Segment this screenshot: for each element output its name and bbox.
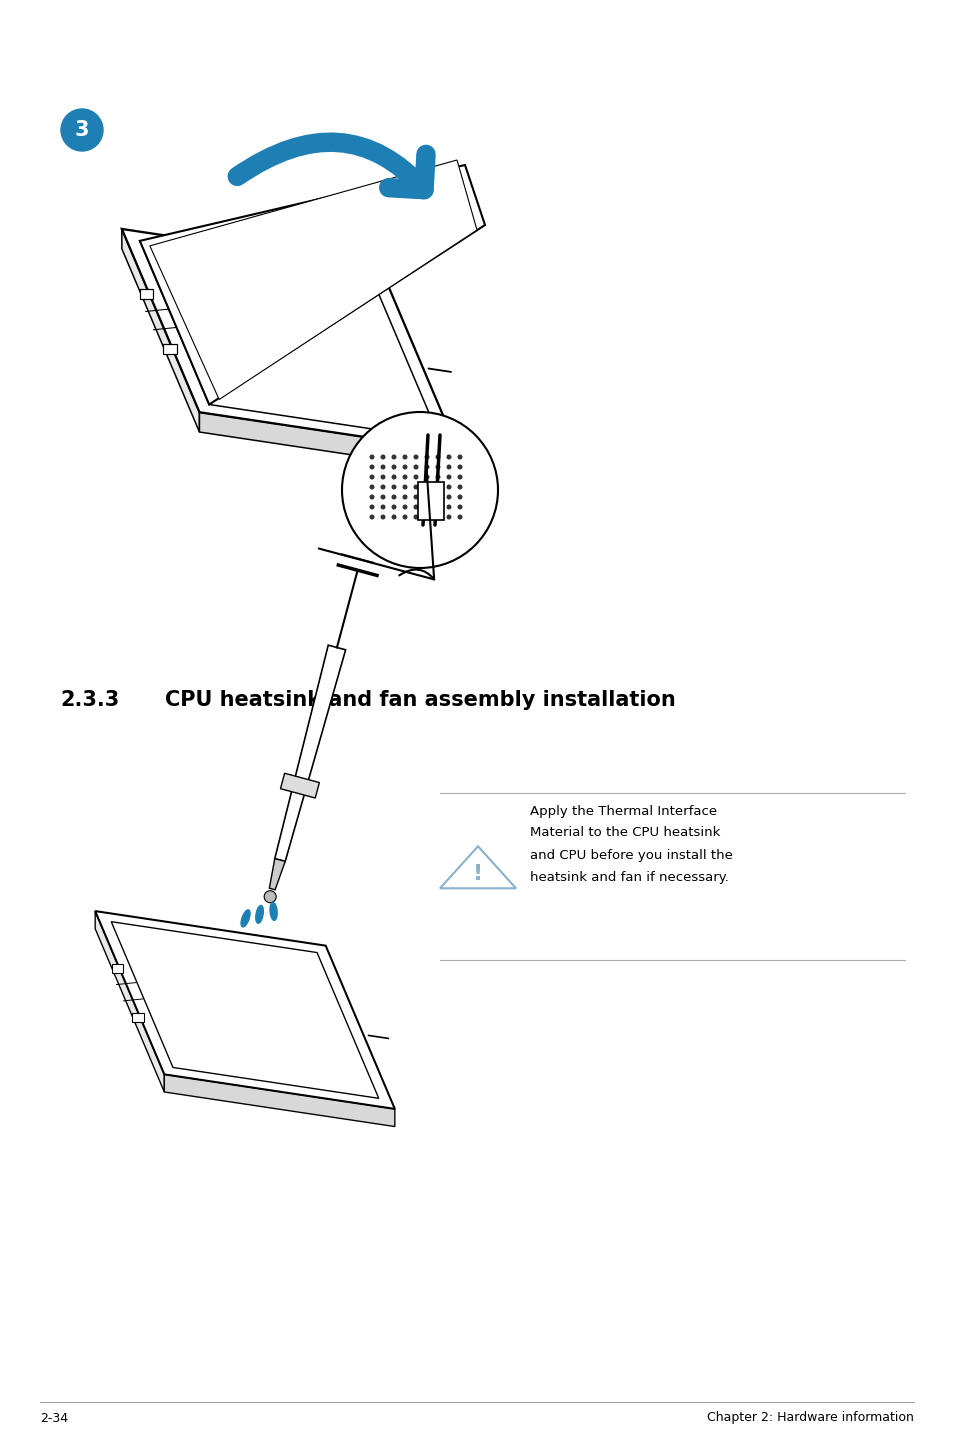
Circle shape <box>61 109 103 151</box>
Circle shape <box>370 475 374 479</box>
Circle shape <box>370 485 374 489</box>
Circle shape <box>403 466 406 469</box>
Circle shape <box>370 515 374 519</box>
Bar <box>132 1014 144 1022</box>
Circle shape <box>425 505 428 509</box>
Polygon shape <box>269 858 285 890</box>
Circle shape <box>447 495 451 499</box>
Text: heatsink and fan if necessary.: heatsink and fan if necessary. <box>530 870 728 883</box>
Circle shape <box>436 495 439 499</box>
Circle shape <box>264 890 275 903</box>
Circle shape <box>457 495 461 499</box>
Ellipse shape <box>255 906 263 923</box>
Polygon shape <box>280 774 319 798</box>
Circle shape <box>370 495 374 499</box>
Circle shape <box>381 466 384 469</box>
Circle shape <box>381 505 384 509</box>
Circle shape <box>425 475 428 479</box>
Circle shape <box>392 466 395 469</box>
Circle shape <box>457 466 461 469</box>
Bar <box>112 965 123 974</box>
Polygon shape <box>122 229 457 452</box>
Circle shape <box>425 456 428 459</box>
Circle shape <box>414 515 417 519</box>
Circle shape <box>447 466 451 469</box>
Bar <box>140 289 153 299</box>
Circle shape <box>392 475 395 479</box>
Circle shape <box>403 475 406 479</box>
Polygon shape <box>122 229 199 431</box>
Polygon shape <box>199 413 457 470</box>
Circle shape <box>447 515 451 519</box>
FancyArrowPatch shape <box>237 142 426 190</box>
Circle shape <box>425 495 428 499</box>
Circle shape <box>370 466 374 469</box>
Circle shape <box>414 505 417 509</box>
Circle shape <box>381 515 384 519</box>
Circle shape <box>381 475 384 479</box>
Circle shape <box>403 505 406 509</box>
Circle shape <box>341 413 497 568</box>
Circle shape <box>436 475 439 479</box>
Circle shape <box>414 456 417 459</box>
Text: 2-34: 2-34 <box>40 1412 68 1425</box>
Circle shape <box>436 515 439 519</box>
Polygon shape <box>140 240 439 439</box>
Polygon shape <box>439 847 516 889</box>
Circle shape <box>392 485 395 489</box>
Circle shape <box>392 515 395 519</box>
Circle shape <box>436 466 439 469</box>
Circle shape <box>392 456 395 459</box>
Ellipse shape <box>270 903 277 920</box>
Circle shape <box>392 495 395 499</box>
Polygon shape <box>274 646 345 861</box>
Bar <box>163 344 176 354</box>
Text: 3: 3 <box>74 119 90 139</box>
Circle shape <box>457 515 461 519</box>
Circle shape <box>414 466 417 469</box>
Polygon shape <box>95 912 164 1091</box>
Circle shape <box>436 456 439 459</box>
Polygon shape <box>140 165 484 404</box>
Circle shape <box>370 456 374 459</box>
Polygon shape <box>150 160 476 400</box>
Circle shape <box>414 485 417 489</box>
Circle shape <box>447 456 451 459</box>
Polygon shape <box>95 912 395 1109</box>
Bar <box>417 482 443 521</box>
Circle shape <box>392 505 395 509</box>
Circle shape <box>425 485 428 489</box>
Circle shape <box>414 475 417 479</box>
Text: CPU heatsink and fan assembly installation: CPU heatsink and fan assembly installati… <box>165 690 675 710</box>
Circle shape <box>381 485 384 489</box>
Circle shape <box>436 485 439 489</box>
Text: 2.3.3: 2.3.3 <box>60 690 119 710</box>
Text: Apply the Thermal Interface: Apply the Thermal Interface <box>530 804 717 817</box>
Polygon shape <box>112 922 378 1099</box>
Circle shape <box>425 515 428 519</box>
Circle shape <box>403 456 406 459</box>
Circle shape <box>447 505 451 509</box>
Circle shape <box>381 456 384 459</box>
Circle shape <box>403 515 406 519</box>
Circle shape <box>436 505 439 509</box>
Circle shape <box>370 505 374 509</box>
Text: Material to the CPU heatsink: Material to the CPU heatsink <box>530 827 720 840</box>
Circle shape <box>447 485 451 489</box>
Circle shape <box>447 475 451 479</box>
Text: Chapter 2: Hardware information: Chapter 2: Hardware information <box>706 1412 913 1425</box>
Polygon shape <box>164 1074 395 1126</box>
Circle shape <box>425 466 428 469</box>
Circle shape <box>457 475 461 479</box>
Circle shape <box>403 485 406 489</box>
Circle shape <box>414 495 417 499</box>
Circle shape <box>457 485 461 489</box>
Circle shape <box>457 505 461 509</box>
Ellipse shape <box>241 910 250 928</box>
Circle shape <box>457 456 461 459</box>
Text: !: ! <box>473 863 482 883</box>
Circle shape <box>403 495 406 499</box>
Circle shape <box>381 495 384 499</box>
Text: and CPU before you install the: and CPU before you install the <box>530 848 732 861</box>
